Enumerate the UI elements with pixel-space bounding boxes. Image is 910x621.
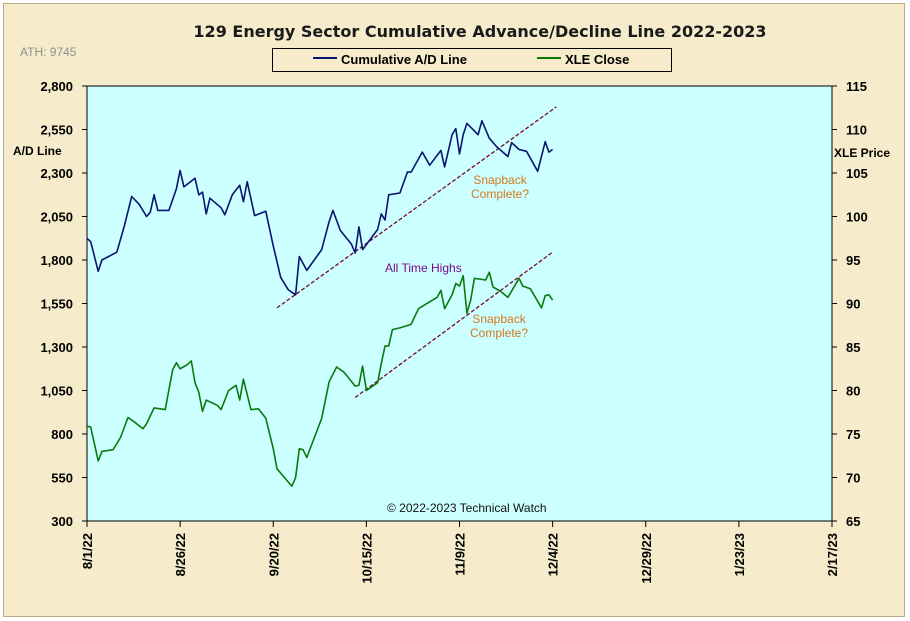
- y-axis-label-left: A/D Line: [13, 144, 62, 158]
- y-tick-label-right: 65: [846, 514, 860, 529]
- y-tick-label-right: 80: [846, 384, 860, 399]
- annotation-all-time-highs: All Time Highs: [385, 261, 462, 275]
- x-tick-label: 12/29/22: [639, 533, 654, 584]
- legend-swatch-xle: [537, 57, 561, 59]
- plot-area: [86, 85, 833, 522]
- y-axis-label-right: XLE Price: [834, 146, 891, 160]
- trendline-xle: [354, 251, 554, 398]
- x-tick-label: 12/4/22: [546, 533, 561, 576]
- series-lines: [86, 120, 554, 488]
- x-tick-label: 1/23/23: [732, 533, 747, 576]
- x-tick-label: 8/26/22: [173, 533, 188, 576]
- legend-entry-xle: XLE Close: [565, 52, 630, 67]
- series-xle-close: [86, 271, 554, 488]
- y-tick-label-left: 2,550: [40, 123, 73, 138]
- annotation-snapback-upper-line1: Snapback: [473, 173, 527, 187]
- y-tick-label-right: 70: [846, 471, 860, 486]
- y-tick-label-right: 95: [846, 253, 860, 268]
- y-tick-label-right: 75: [846, 427, 860, 442]
- legend: Cumulative A/D Line XLE Close: [272, 48, 672, 72]
- annotation-snapback-upper: Snapback Complete?: [471, 173, 529, 201]
- y-tick-label-right: 115: [846, 79, 867, 94]
- y-tick-label-left: 1,300: [40, 340, 73, 355]
- legend-entry-ad: Cumulative A/D Line: [341, 52, 467, 67]
- y-tick-label-right: 100: [846, 210, 868, 225]
- y-tick-label-right: 110: [846, 123, 867, 138]
- annotation-snapback-lower-line2: Complete?: [470, 326, 529, 340]
- y-tick-label-left: 1,800: [40, 253, 73, 268]
- x-tick-label: 10/15/22: [359, 533, 374, 584]
- trendlines: [276, 106, 557, 398]
- y-tick-label-right: 85: [846, 340, 860, 355]
- legend-swatch-ad: [313, 57, 337, 59]
- y-tick-label-left: 800: [51, 427, 73, 442]
- y-tick-label-left: 300: [51, 514, 73, 529]
- trendline-ad: [276, 106, 557, 309]
- annotation-snapback-lower: Snapback Complete?: [470, 312, 528, 340]
- ath-label: ATH: 9745: [20, 45, 77, 59]
- y-tick-label-left: 550: [51, 471, 73, 486]
- copyright-label: © 2022-2023 Technical Watch: [387, 501, 547, 515]
- chart-title: 129 Energy Sector Cumulative Advance/Dec…: [193, 22, 767, 41]
- x-tick-label: 8/1/22: [80, 533, 95, 569]
- x-tick-label: 2/17/23: [825, 533, 840, 576]
- annotation-snapback-upper-line2: Complete?: [471, 187, 530, 201]
- y-tick-label-left: 1,550: [40, 297, 73, 312]
- y-tick-label-right: 90: [846, 297, 860, 312]
- y-tick-label-right: 105: [846, 166, 868, 181]
- y-tick-label-left: 1,050: [40, 384, 73, 399]
- y-tick-label-left: 2,300: [40, 166, 73, 181]
- x-tick-label: 9/20/22: [266, 533, 281, 576]
- annotation-snapback-lower-line1: Snapback: [472, 312, 526, 326]
- series-ad-line: [86, 120, 554, 296]
- y-tick-label-left: 2,800: [40, 79, 73, 94]
- y-tick-label-left: 2,050: [40, 210, 73, 225]
- axes: 300 550 800 1,050 1,300 1,550 1,800 2,050 2,300 2…: [40, 79, 867, 584]
- x-tick-label: 11/9/22: [453, 533, 468, 576]
